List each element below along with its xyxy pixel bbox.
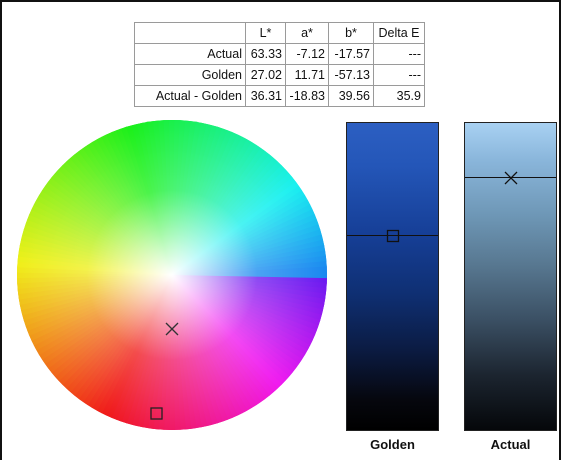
lab-values-table: L* a* b* Delta E Actual 63.33 -7.12 -17.… [134,22,425,107]
table-row: Actual 63.33 -7.12 -17.57 --- [134,43,425,65]
table-cell: 36.31 [245,85,286,107]
actual-bar-label: Actual [490,437,531,452]
row-label: Actual - Golden [134,85,246,107]
table-cell: --- [373,64,425,86]
table-cell: -57.13 [328,64,374,86]
x-marker [165,322,179,336]
golden-bar-label: Golden [370,437,415,452]
table-header-row: L* a* b* Delta E [134,22,425,44]
table-row: Golden 27.02 11.71 -57.13 --- [134,64,425,86]
table-row: Actual - Golden 36.31 -18.83 39.56 35.9 [134,85,425,107]
row-label: Actual [134,43,246,65]
table-cell: 63.33 [245,43,286,65]
table-cell: 35.9 [373,85,425,107]
table-cell: 39.56 [328,85,374,107]
golden-level-line [347,235,438,236]
actual-lightness-bar [464,122,557,431]
table-cell: -18.83 [285,85,329,107]
color-wheel-white-center [17,120,327,430]
golden-lightness-bar [346,122,439,431]
table-cell: --- [373,43,425,65]
square-marker [150,407,163,420]
square-marker [386,229,399,243]
x-marker [504,171,517,185]
